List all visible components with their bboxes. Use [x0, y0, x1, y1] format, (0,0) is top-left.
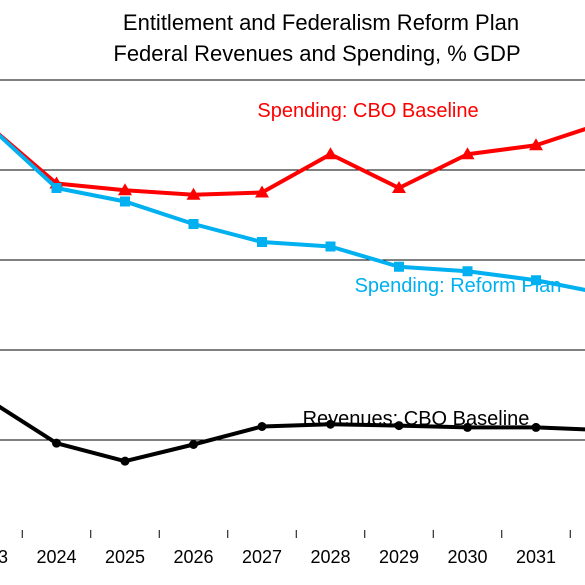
series-label-2: Revenues: CBO Baseline	[303, 408, 530, 430]
x-tick-label: 2024	[36, 547, 76, 567]
series-line-2	[0, 404, 585, 464]
series-label-1: Spending: Reform Plan	[355, 275, 562, 297]
data-point	[323, 147, 338, 160]
data-point	[531, 422, 541, 432]
x-tick-label: 2027	[242, 547, 282, 567]
gridlines	[0, 79, 585, 441]
chart-subtitle: Federal Revenues and Spending, % GDP	[113, 41, 520, 66]
data-point	[462, 266, 473, 277]
x-tick-label: 2030	[447, 547, 487, 567]
data-point	[51, 183, 62, 193]
x-tick-label: 2026	[173, 547, 213, 567]
data-point	[460, 147, 475, 160]
data-point	[394, 421, 404, 431]
data-point	[189, 440, 198, 449]
x-tick-label: 2025	[105, 547, 145, 567]
data-point	[188, 219, 199, 229]
series-line-1	[0, 133, 585, 292]
x-tick-label: 2031	[516, 547, 556, 567]
data-point	[463, 422, 472, 432]
data-point	[529, 138, 543, 151]
data-point	[52, 438, 61, 448]
data-point	[531, 275, 541, 286]
x-tick-label: 2023	[0, 547, 8, 567]
series-labels: Spending: CBO Baseline Spending: Reform P…	[257, 100, 561, 430]
data-point	[186, 187, 201, 200]
data-point	[392, 181, 406, 193]
x-tick-label: 2028	[310, 547, 350, 567]
data-point	[326, 419, 335, 429]
series-line-0	[0, 127, 585, 197]
chart-title: Entitlement and Federalism Reform Plan	[123, 10, 519, 35]
data-point	[118, 183, 132, 196]
data-point	[255, 185, 269, 198]
data-point	[120, 456, 130, 466]
series-label-0: Spending: CBO Baseline	[257, 100, 478, 122]
data-point	[257, 422, 267, 431]
x-axis: 2023202420252026202720282029203020312032	[0, 530, 585, 567]
data-point	[120, 196, 130, 207]
data-point	[325, 241, 336, 252]
series-layer	[0, 127, 585, 466]
x-tick-label: 2029	[379, 547, 419, 567]
data-point	[257, 237, 267, 247]
data-point	[394, 261, 404, 272]
